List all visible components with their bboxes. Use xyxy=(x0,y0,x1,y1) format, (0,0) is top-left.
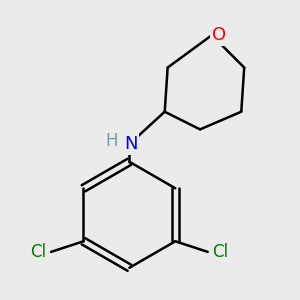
Text: N: N xyxy=(124,135,137,153)
Text: Cl: Cl xyxy=(213,243,229,261)
Text: Cl: Cl xyxy=(30,243,46,261)
Text: O: O xyxy=(212,26,226,44)
Text: H: H xyxy=(106,132,118,150)
